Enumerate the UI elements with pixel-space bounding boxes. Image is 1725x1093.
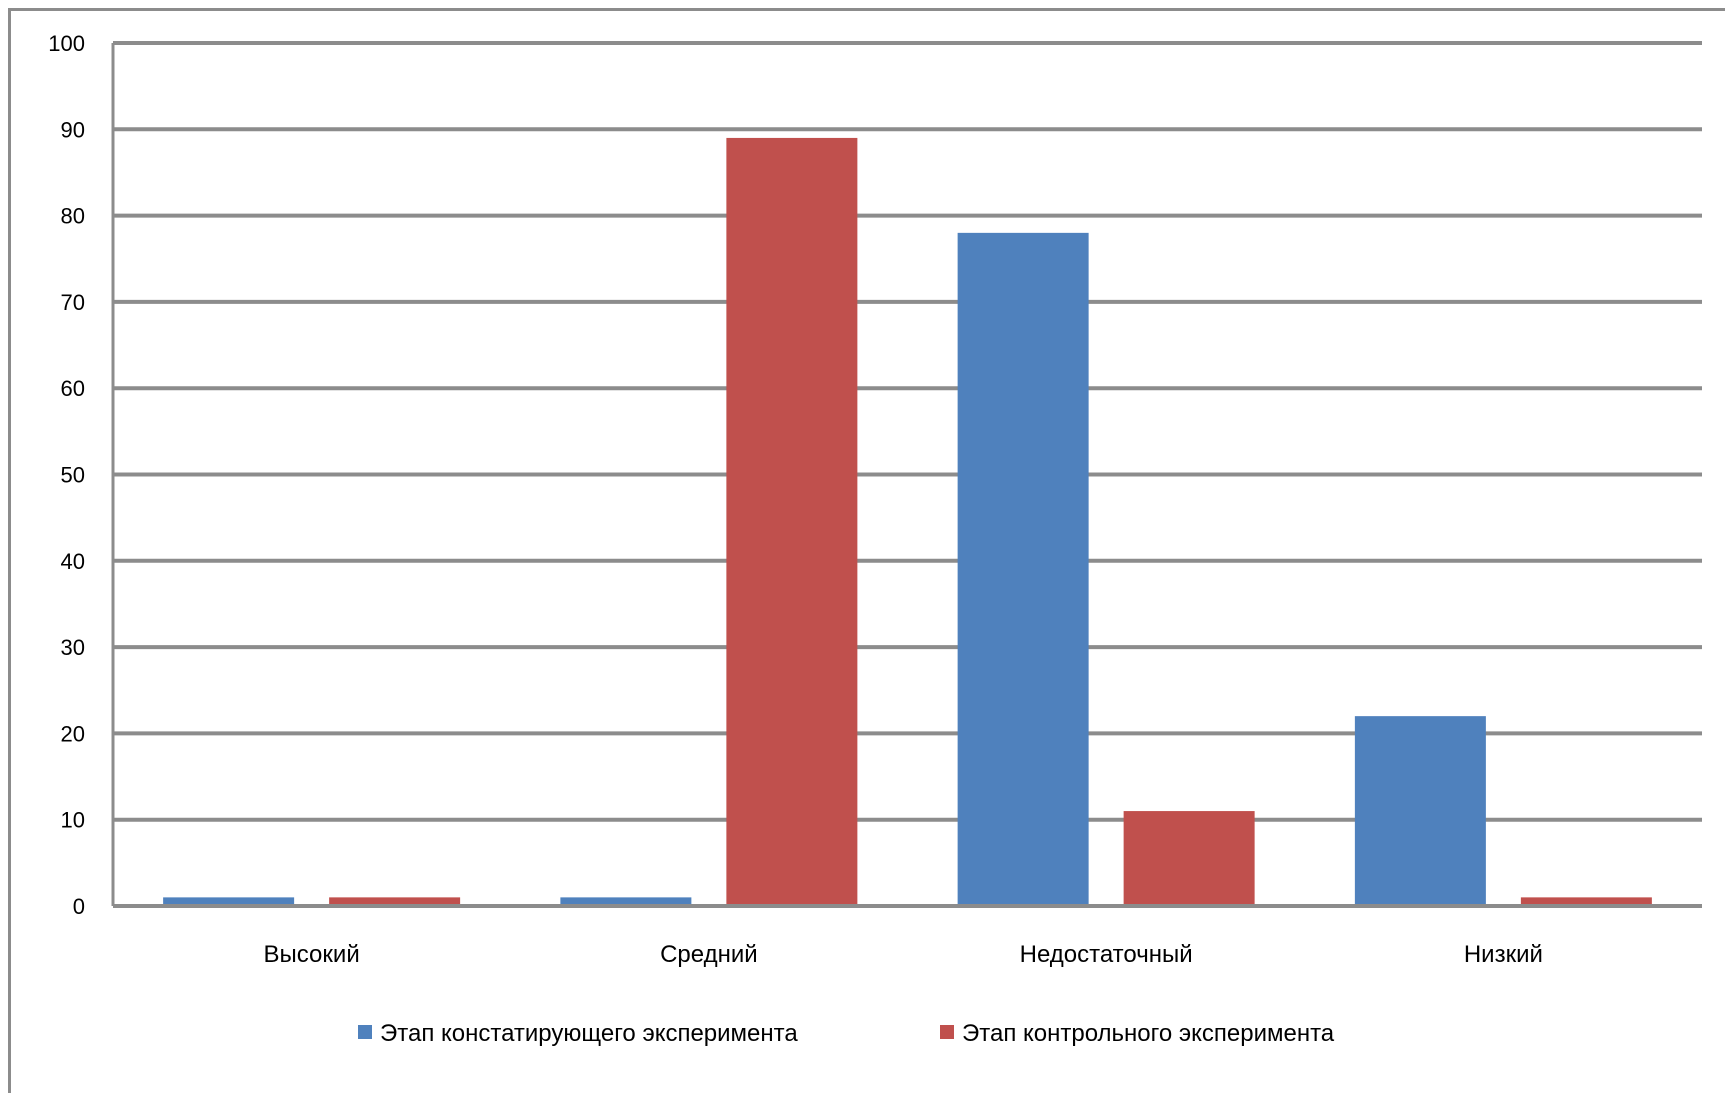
y-tick-label: 70	[61, 290, 85, 315]
x-axis-tick-labels: Высокий Средний Недостаточный Низкий	[264, 941, 1543, 968]
bar-series-2	[1520, 897, 1652, 906]
x-tick-label: Высокий	[264, 941, 360, 968]
bar-series-2	[726, 137, 858, 906]
legend: Этап констатирующего эксперимента Этап ко…	[358, 1020, 1335, 1047]
x-tick-label: Средний	[660, 941, 758, 968]
y-tick-label: 20	[61, 721, 85, 746]
y-tick-label: 100	[48, 31, 85, 56]
y-tick-label: 90	[61, 117, 85, 142]
chart-frame	[8, 8, 1725, 1093]
x-tick-label: Недостаточный	[1020, 941, 1193, 968]
bars	[113, 137, 1702, 908]
legend-swatch	[940, 1025, 954, 1039]
bar-series-1	[957, 232, 1089, 907]
y-tick-label: 40	[61, 549, 85, 574]
y-tick-label: 50	[61, 463, 85, 488]
legend-label: Этап констатирующего эксперимента	[380, 1020, 798, 1047]
gridlines	[111, 41, 1702, 908]
bar-series-2	[1123, 811, 1255, 906]
bar-series-1	[1354, 716, 1486, 906]
y-axis-tick-labels: 0 10 20 30 40 50 60 70 80 90 100	[48, 31, 85, 919]
legend-label: Этап контрольного эксперимента	[962, 1020, 1335, 1047]
bar-series-2	[329, 897, 461, 906]
bar-series-1	[560, 897, 692, 906]
y-tick-label: 30	[61, 635, 85, 660]
y-tick-label: 60	[61, 376, 85, 401]
x-tick-label: Низкий	[1464, 941, 1543, 968]
bar-series-1	[163, 897, 295, 906]
y-tick-label: 0	[73, 894, 85, 919]
y-tick-label: 10	[61, 808, 85, 833]
legend-swatch	[358, 1025, 372, 1039]
y-tick-label: 80	[61, 204, 85, 229]
